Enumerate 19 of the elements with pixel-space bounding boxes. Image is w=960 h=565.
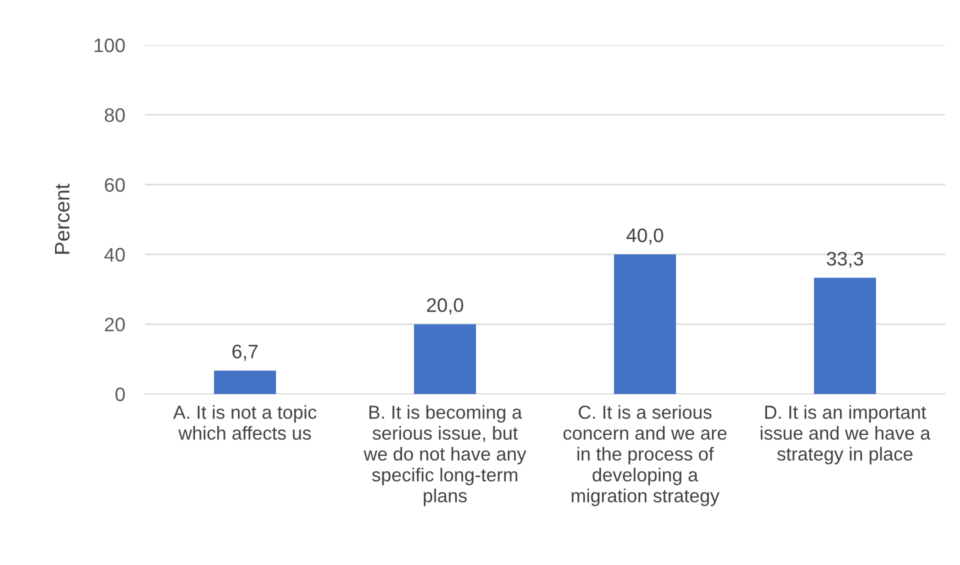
data-label: 33,3	[826, 252, 864, 268]
bar	[614, 254, 676, 394]
x-tick-label: A. It is not a topic which affects us	[173, 405, 316, 440]
y-tick-label: 20	[104, 318, 125, 332]
data-label: 20,0	[427, 298, 464, 314]
y-tick-label: 40	[104, 248, 125, 262]
x-tick-label: D. It is an important issue and we have a strategy in place	[760, 405, 930, 464]
bar	[814, 278, 876, 394]
data-label: 6,7	[232, 344, 258, 361]
x-tick-label: C. It is a serious concern and we are in the process of developing a migration strategy	[563, 405, 727, 506]
y-tick-label: 80	[104, 108, 125, 122]
y-tick-label: 0	[116, 387, 125, 402]
data-label: 40,0	[626, 228, 664, 245]
x-tick-label: B. It is becoming a serious issue, but we do not have any specific long-term plans	[364, 405, 526, 506]
bar	[214, 370, 276, 394]
y-tick-label: 100	[94, 38, 125, 52]
y-tick-label: 60	[104, 178, 125, 192]
bar	[414, 324, 476, 394]
y-axis-title: Percent	[55, 184, 70, 254]
